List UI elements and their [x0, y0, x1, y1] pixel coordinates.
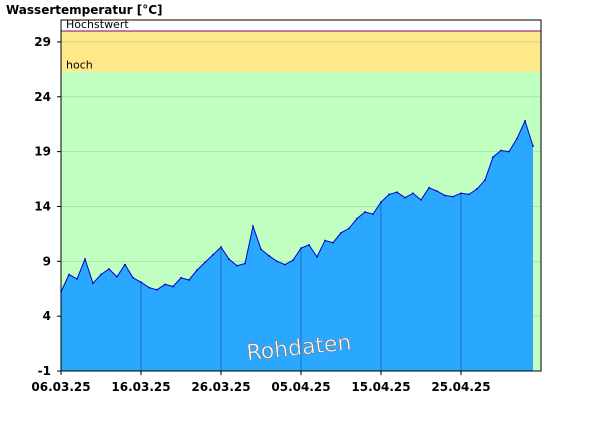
data-point [204, 261, 206, 264]
data-point [132, 276, 134, 279]
data-point [468, 193, 470, 196]
data-point [436, 190, 438, 193]
y-tick-label: 14 [34, 199, 51, 213]
x-tick-label: 16.03.25 [111, 380, 170, 394]
data-point [140, 281, 142, 284]
data-point [148, 286, 150, 289]
data-point [428, 186, 430, 189]
data-point [420, 198, 422, 201]
data-point [276, 260, 278, 263]
data-point [308, 243, 310, 246]
data-point [460, 192, 462, 195]
y-axis-title: Wassertemperatur [°C] [6, 3, 163, 17]
data-point [268, 254, 270, 257]
temperature-line [60, 119, 534, 293]
data-point [116, 275, 118, 278]
data-point [180, 276, 182, 279]
data-point [332, 241, 334, 244]
data-point [500, 149, 502, 152]
data-point [172, 285, 174, 288]
plot-area: Höchstwert hoch Rohdaten [60, 18, 542, 372]
data-point [404, 196, 406, 199]
data-point [220, 246, 222, 248]
data-point [100, 273, 102, 276]
high-band-label: hoch [66, 59, 93, 72]
data-point [340, 231, 342, 234]
y-tick-label: 29 [34, 35, 51, 49]
data-point [412, 192, 414, 195]
y-tick-label: 24 [34, 90, 51, 104]
data-point [244, 262, 246, 265]
data-point [188, 279, 190, 281]
data-point [452, 195, 454, 198]
data-point [476, 188, 478, 190]
data-point [492, 156, 494, 159]
y-tick-label: 4 [43, 309, 51, 323]
y-axis-ticks: -1 4 9 14 19 24 29 [34, 35, 61, 378]
data-point [284, 263, 286, 266]
data-point [380, 201, 382, 203]
max-value-label: Höchstwert [66, 18, 129, 31]
data-point [484, 179, 486, 182]
data-point [124, 263, 126, 266]
data-point [92, 282, 94, 285]
data-point [372, 213, 374, 216]
data-point [60, 291, 62, 293]
data-point [388, 193, 390, 196]
high-band [61, 30, 541, 72]
data-point [76, 277, 78, 280]
data-point [508, 150, 510, 153]
x-tick-label: 25.04.25 [431, 380, 490, 394]
data-point [196, 269, 198, 271]
data-point [260, 248, 262, 251]
data-point [524, 120, 526, 122]
temperature-area [61, 120, 533, 372]
data-point [300, 247, 302, 250]
data-point [532, 145, 534, 148]
data-point [252, 225, 254, 228]
data-point [84, 258, 86, 261]
x-axis-ticks: 06.03.25 16.03.25 26.03.25 05.04.25 15.04.25… [31, 371, 491, 394]
data-point [164, 283, 166, 286]
data-point [396, 191, 398, 194]
data-point [292, 259, 294, 262]
data-point [156, 288, 158, 291]
data-point [236, 264, 238, 267]
data-point [68, 273, 70, 276]
y-tick-label: 19 [34, 145, 51, 159]
data-point [348, 227, 350, 230]
data-point [324, 239, 326, 242]
data-point [356, 217, 358, 220]
y-tick-label: -1 [38, 364, 51, 378]
data-point [516, 137, 518, 140]
y-tick-label: 9 [43, 254, 51, 268]
x-tick-label: 15.04.25 [351, 380, 410, 394]
x-tick-label: 05.04.25 [271, 380, 330, 394]
data-point [108, 268, 110, 270]
data-point [364, 211, 366, 213]
data-point [444, 194, 446, 197]
data-point [228, 258, 230, 261]
x-tick-label: 26.03.25 [191, 380, 250, 394]
data-point [316, 256, 318, 258]
data-point [212, 253, 214, 256]
x-tick-label: 06.03.25 [31, 380, 90, 394]
